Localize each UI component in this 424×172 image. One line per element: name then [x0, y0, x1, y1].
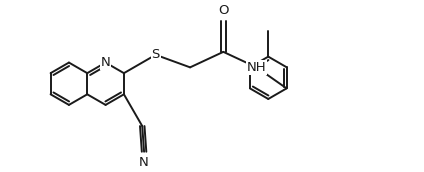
Text: N: N — [139, 156, 149, 169]
Text: NH: NH — [247, 61, 266, 74]
Text: O: O — [218, 4, 229, 17]
Text: N: N — [101, 56, 111, 69]
Text: S: S — [151, 48, 160, 61]
